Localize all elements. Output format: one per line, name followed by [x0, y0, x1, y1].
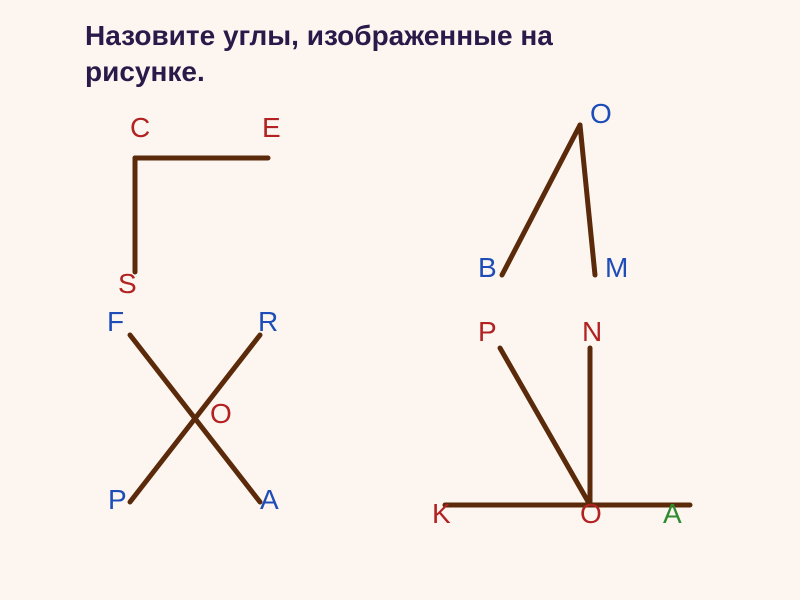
point-label-M: M — [605, 252, 628, 284]
point-label-K: K — [432, 498, 451, 530]
point-label-B: B — [478, 252, 497, 284]
point-label-R: R — [258, 306, 278, 338]
point-label-C: C — [130, 112, 150, 144]
point-label-P: P — [108, 484, 127, 516]
point-label-O: O — [210, 398, 232, 430]
point-label-A: A — [663, 498, 682, 530]
point-label-O: O — [580, 498, 602, 530]
point-label-S: S — [118, 268, 137, 300]
point-label-A: A — [260, 484, 279, 516]
point-label-E: E — [262, 112, 281, 144]
point-label-P: P — [478, 316, 497, 348]
point-label-F: F — [107, 306, 124, 338]
point-label-N: N — [582, 316, 602, 348]
point-label-O: O — [590, 98, 612, 130]
